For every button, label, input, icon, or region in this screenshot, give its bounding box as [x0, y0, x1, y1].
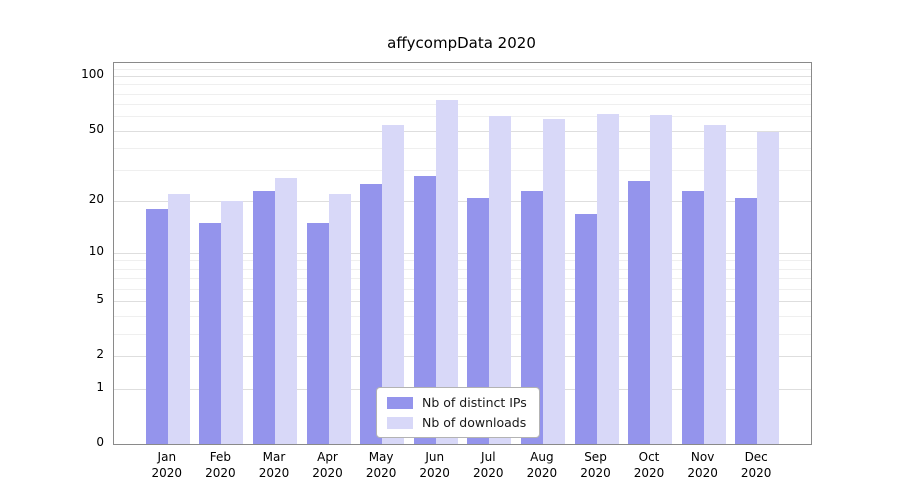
bar-distinct-ips	[199, 222, 222, 444]
x-tick-label: Apr 2020	[312, 450, 343, 480]
bar-distinct-ips	[360, 184, 383, 444]
x-tick-label: Mar 2020	[258, 450, 290, 480]
y-tick-label: 0	[96, 435, 104, 449]
legend: Nb of distinct IPs Nb of downloads	[376, 387, 540, 438]
x-tick-label: Dec 2020	[740, 450, 772, 480]
bar-downloads	[542, 118, 565, 444]
x-tick-label: Oct 2020	[633, 450, 665, 480]
bar-downloads	[650, 114, 672, 444]
legend-row-downloads: Nb of downloads	[387, 415, 527, 430]
bar-downloads	[328, 194, 351, 444]
legend-row-distinct-ips: Nb of distinct IPs	[387, 395, 527, 410]
gridline-minor	[114, 104, 811, 106]
y-tick-label: 1	[96, 379, 104, 394]
legend-swatch-downloads	[387, 416, 413, 429]
legend-label-distinct-ips: Nb of distinct IPs	[422, 395, 527, 410]
x-tick-label: Feb 2020	[205, 450, 236, 480]
bar-downloads	[596, 113, 619, 444]
bar-downloads	[435, 99, 458, 444]
bar-distinct-ips	[306, 222, 329, 444]
bar-downloads	[703, 124, 726, 444]
y-tick-label: 20	[88, 192, 104, 207]
x-tick-label: Jan 2020	[151, 450, 183, 480]
legend-swatch-distinct-ips	[387, 396, 413, 409]
bar-downloads	[167, 194, 190, 444]
gridline-minor	[114, 84, 811, 86]
x-tick-label: Aug 2020	[526, 450, 558, 480]
bar-distinct-ips	[735, 197, 758, 444]
plot-area: Nb of distinct IPs Nb of downloads	[113, 62, 812, 445]
bar-distinct-ips	[413, 175, 436, 444]
y-tick-label: 2	[96, 347, 104, 362]
bar-distinct-ips	[681, 190, 704, 444]
gridline-minor	[114, 116, 811, 118]
bar-downloads	[382, 124, 405, 444]
bar-distinct-ips	[574, 213, 597, 444]
bar-distinct-ips	[520, 190, 543, 444]
bar-downloads	[275, 178, 297, 444]
y-tick-label: 100	[81, 67, 104, 81]
x-tick-label: May 2020	[365, 450, 397, 480]
gridline-minor	[114, 93, 811, 95]
x-tick-label: Sep 2020	[580, 450, 611, 480]
gridline-major	[114, 76, 811, 77]
bar-downloads	[221, 201, 244, 444]
legend-label-downloads: Nb of downloads	[422, 415, 527, 430]
bar-downloads	[757, 132, 780, 444]
y-tick-label: 50	[88, 121, 104, 136]
bar-distinct-ips	[628, 181, 650, 444]
bar-distinct-ips	[467, 197, 490, 444]
x-tick-label: Jun 2020	[419, 450, 450, 480]
chart-title: affycompData 2020	[387, 34, 536, 52]
x-tick-label: Nov 2020	[687, 450, 718, 480]
y-tick-label: 5	[96, 292, 104, 307]
gridline-minor	[114, 68, 811, 70]
bar-distinct-ips	[145, 209, 168, 444]
y-tick-label: 10	[88, 243, 104, 258]
x-tick-label: Jul 2020	[473, 450, 504, 480]
bar-distinct-ips	[253, 190, 275, 444]
bar-downloads	[489, 116, 512, 444]
